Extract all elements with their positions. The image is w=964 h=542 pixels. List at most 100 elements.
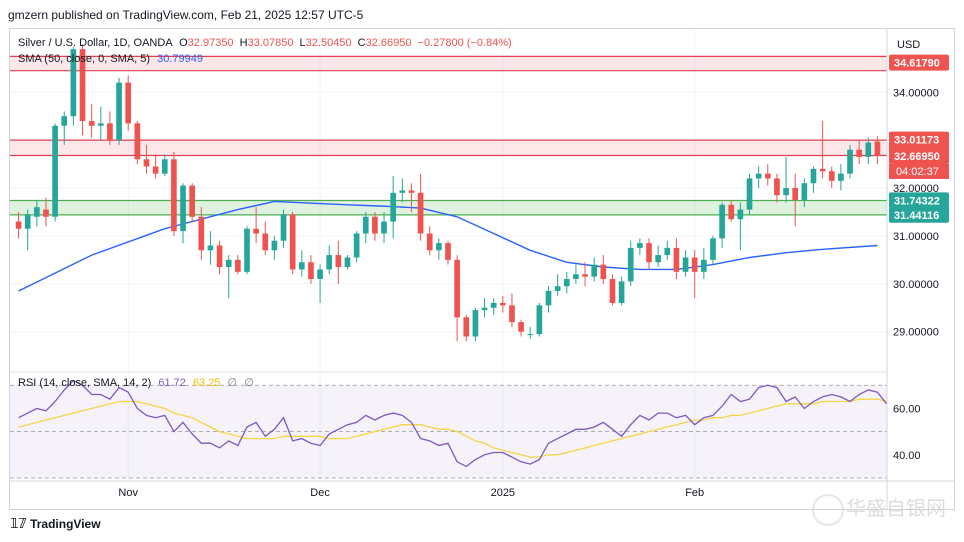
candle xyxy=(810,166,817,193)
label-layer: 34.6179033.0117332.7412532.6695031.74322… xyxy=(889,54,949,223)
candle xyxy=(865,137,872,165)
candle-body xyxy=(70,49,77,117)
candle-body xyxy=(600,264,607,280)
candle xyxy=(125,75,132,131)
rsi-tick-label: 40.00 xyxy=(893,450,921,462)
candle-body xyxy=(737,209,744,220)
sma-layer xyxy=(18,200,878,292)
candle xyxy=(527,326,534,339)
candle-body xyxy=(746,178,753,210)
candle xyxy=(655,245,661,268)
candle-body xyxy=(764,173,771,179)
price-label-box xyxy=(889,192,949,209)
candle xyxy=(728,200,735,222)
candle xyxy=(637,238,643,256)
candle-body xyxy=(244,228,250,272)
candle xyxy=(207,231,214,265)
candle xyxy=(563,271,570,294)
candle-body xyxy=(116,82,122,141)
candle-body xyxy=(838,173,844,181)
candle xyxy=(426,226,433,256)
candle-body xyxy=(618,281,625,303)
legend-h-label: H xyxy=(240,37,248,49)
rsi-extra-2: ∅ xyxy=(244,377,254,389)
candle-body xyxy=(161,159,168,174)
candle-body xyxy=(518,322,524,332)
candle xyxy=(353,231,360,263)
legend-symbol: Silver / U.S. Dollar, 1D, OANDA xyxy=(18,37,173,49)
candle xyxy=(308,255,314,284)
candle xyxy=(682,250,689,277)
resistance-zone xyxy=(10,140,887,156)
x-tick-label: 2025 xyxy=(491,487,515,499)
candle xyxy=(171,152,177,236)
candle-body xyxy=(180,185,186,232)
candle-body xyxy=(792,188,799,200)
candle xyxy=(783,156,789,203)
candle-body xyxy=(52,125,58,217)
watermark-text: 华盛自银网 xyxy=(846,498,946,520)
chart-frame[interactable] xyxy=(9,28,955,510)
candle xyxy=(454,255,460,342)
candle xyxy=(180,183,186,244)
price-label-box xyxy=(889,206,949,223)
legend-o-label: O xyxy=(179,37,188,49)
candle xyxy=(116,77,122,145)
candle xyxy=(774,173,780,203)
candle-body xyxy=(828,171,835,181)
candle xyxy=(152,154,159,179)
candle-body xyxy=(372,216,378,234)
candle-body xyxy=(152,166,159,174)
candle xyxy=(143,144,150,174)
candle-body xyxy=(189,185,196,217)
legend-rsi: RSI (14, close, SMA, 14, 2) 61.72 63.25 … xyxy=(18,377,254,389)
candle-body xyxy=(61,116,68,126)
candle xyxy=(61,111,68,145)
price-label: 33.01173 xyxy=(894,135,939,147)
candle-body xyxy=(527,334,534,336)
candle-body xyxy=(856,149,862,157)
candle-body xyxy=(390,192,397,222)
candle xyxy=(390,176,397,239)
candle xyxy=(225,255,232,299)
candle xyxy=(271,235,278,260)
candle xyxy=(34,200,40,227)
candle-body xyxy=(97,123,104,126)
candle-body xyxy=(43,209,49,217)
x-tick-label: Dec xyxy=(310,487,330,499)
legend-change: −0.27800 (−0.84%) xyxy=(418,37,512,49)
candle-body xyxy=(499,302,506,306)
candle-body xyxy=(262,233,269,251)
candle xyxy=(79,44,86,136)
candle xyxy=(88,104,95,138)
candle-body xyxy=(399,190,406,193)
currency-label[interactable]: USD xyxy=(897,39,920,51)
candle-body xyxy=(646,243,652,263)
candle xyxy=(828,166,835,189)
candle xyxy=(417,173,424,241)
candle xyxy=(399,178,406,203)
candle xyxy=(317,264,323,303)
candle-body xyxy=(710,238,716,260)
candle xyxy=(244,226,250,275)
candle xyxy=(335,240,342,284)
candle xyxy=(554,274,561,296)
candle xyxy=(472,307,479,342)
candle-body xyxy=(417,192,424,234)
candle-body xyxy=(472,310,479,337)
candle-body xyxy=(107,123,113,141)
candle-body xyxy=(554,286,561,291)
candle xyxy=(43,197,49,227)
candle-body xyxy=(591,264,598,277)
candle-body xyxy=(280,214,287,241)
candle xyxy=(627,240,634,287)
rsi-layer xyxy=(10,379,888,479)
candle-body xyxy=(353,233,360,258)
candle xyxy=(408,183,415,212)
candle xyxy=(518,319,524,337)
candle-body xyxy=(865,142,872,157)
candle-body xyxy=(755,173,762,179)
candle xyxy=(436,238,442,260)
candle xyxy=(755,166,762,189)
